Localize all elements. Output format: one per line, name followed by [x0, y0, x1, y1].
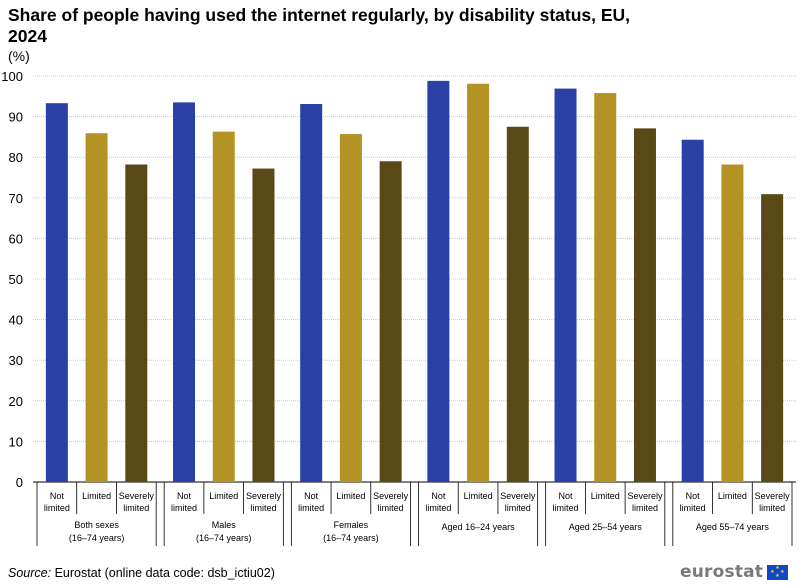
x-subcategory-label: limited — [680, 503, 706, 513]
bar — [45, 103, 68, 483]
x-subcategory-label: Not — [304, 491, 319, 501]
bar — [761, 194, 784, 482]
bar — [85, 133, 108, 482]
x-subcategory-label: Limited — [82, 491, 111, 501]
bar — [173, 102, 196, 482]
x-subcategory-label: limited — [123, 503, 149, 513]
bar — [339, 134, 362, 483]
x-subcategory-label: limited — [759, 503, 785, 513]
x-subcategory-label: Not — [559, 491, 574, 501]
x-subcategory-label: limited — [632, 503, 658, 513]
eurostat-logo: eurostat ★ ★ ★ ★ — [680, 562, 789, 582]
x-subcategory-label: Limited — [464, 491, 493, 501]
x-subcategory-label: Severely — [373, 491, 409, 501]
eu-flag-icon: ★ ★ ★ ★ — [767, 564, 789, 580]
x-subcategory-label: limited — [171, 503, 197, 513]
source-label: Source: — [8, 566, 52, 580]
x-group-label: Aged 55–74 years — [696, 522, 770, 532]
x-group-label: Aged 25–54 years — [569, 522, 643, 532]
x-subcategory-label: Severely — [755, 491, 791, 501]
x-subcategory-label: Severely — [500, 491, 536, 501]
x-subcategory-label: Severely — [627, 491, 663, 501]
x-subcategory-label: limited — [44, 503, 70, 513]
x-subcategory-label: Limited — [718, 491, 747, 501]
bar — [252, 168, 275, 482]
y-tick-label: 40 — [9, 313, 23, 328]
bar — [300, 104, 323, 482]
x-group-label: (16–74 years) — [323, 533, 379, 543]
chart-title: Share of people having used the internet… — [8, 5, 631, 46]
x-group-label: Females — [334, 520, 369, 530]
x-group-label: (16–74 years) — [69, 533, 125, 543]
x-subcategory-label: Not — [177, 491, 192, 501]
source-note: Source: Eurostat (online data code: dsb_… — [8, 566, 275, 580]
y-axis-unit: (%) — [8, 48, 30, 64]
bar — [594, 93, 617, 482]
bar — [554, 88, 577, 482]
y-tick-label: 100 — [1, 69, 23, 84]
y-tick-label: 90 — [9, 110, 23, 125]
x-subcategory-label: Not — [50, 491, 65, 501]
y-tick-label: 60 — [9, 231, 23, 246]
y-tick-label: 0 — [16, 475, 23, 490]
x-subcategory-label: Limited — [209, 491, 238, 501]
y-tick-label: 80 — [9, 150, 23, 165]
x-subcategory-label: Severely — [246, 491, 282, 501]
y-tick-label: 10 — [9, 434, 23, 449]
bar — [633, 128, 656, 482]
x-subcategory-label: Limited — [591, 491, 620, 501]
x-subcategory-label: limited — [425, 503, 451, 513]
bar — [506, 126, 529, 482]
y-tick-label: 20 — [9, 394, 23, 409]
y-tick-label: 50 — [9, 272, 23, 287]
bar — [467, 83, 490, 483]
x-subcategory-label: limited — [250, 503, 276, 513]
bar — [681, 139, 704, 482]
x-group-label: Males — [212, 520, 237, 530]
x-subcategory-label: limited — [298, 503, 324, 513]
x-subcategory-label: limited — [505, 503, 531, 513]
y-tick-label: 30 — [9, 353, 23, 368]
x-subcategory-label: limited — [553, 503, 579, 513]
x-subcategory-label: Not — [431, 491, 446, 501]
bar — [125, 164, 148, 482]
x-group-label: Aged 16–24 years — [442, 522, 516, 532]
x-group-label: Both sexes — [74, 520, 119, 530]
x-subcategory-label: Not — [686, 491, 701, 501]
bar — [427, 80, 450, 482]
x-subcategory-label: Limited — [336, 491, 365, 501]
x-group-label: (16–74 years) — [196, 533, 252, 543]
x-subcategory-label: limited — [378, 503, 404, 513]
x-subcategory-label: Severely — [119, 491, 155, 501]
bar — [212, 131, 235, 482]
bar-chart: 0 10 20 30 40 50 60 70 80 90 100 Not limited Limited S… — [1, 69, 796, 546]
y-tick-label: 70 — [9, 191, 23, 206]
bar — [379, 161, 402, 482]
source-text: Eurostat (online data code: dsb_ictiu02) — [54, 566, 275, 580]
logo-text: eurostat — [680, 562, 764, 582]
bar — [721, 164, 744, 482]
